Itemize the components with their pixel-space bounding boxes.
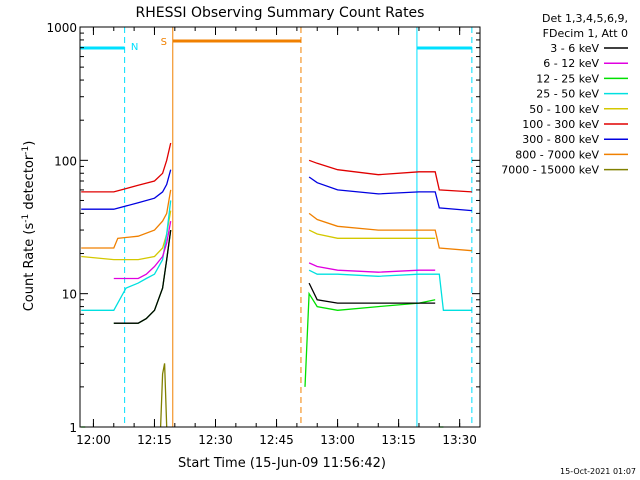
legend-entry-label: 6 - 12 keV (543, 57, 599, 70)
legend: Det 1,3,4,5,6,9, FDecim 1, Att 0 3 - 6 k… (501, 12, 628, 177)
series-line (81, 200, 172, 311)
legend-header-decimation: FDecim 1, Att 0 (543, 27, 628, 40)
x-tick-label: 12:45 (259, 433, 294, 447)
y-axis-label-sup1: -1 (21, 214, 31, 223)
series-line (113, 230, 172, 324)
series-line (81, 142, 172, 193)
series-line (308, 229, 436, 239)
series-line (308, 176, 472, 212)
series-100-300-kev (81, 142, 472, 193)
series-line (308, 269, 472, 311)
series-line (308, 212, 472, 252)
legend-entry-label: 7000 - 15000 keV (501, 164, 599, 177)
y-tick-label: 1 (69, 421, 77, 435)
flag-s-label: S (161, 37, 167, 48)
x-tick-label: 12:00 (76, 433, 111, 447)
series-300-800-kev (81, 169, 472, 212)
legend-header-detectors: Det 1,3,4,5,6,9, (542, 12, 628, 25)
y-axis-label-end: ) (22, 141, 37, 146)
series-25-50-kev (81, 200, 472, 311)
x-tick-label: 13:00 (320, 433, 355, 447)
series-800-7000-kev (81, 189, 472, 252)
series-line (308, 159, 472, 193)
series-3-6-kev (113, 230, 436, 324)
x-tick-label: 12:30 (198, 433, 233, 447)
y-axis-label-sup2: -1 (21, 146, 31, 155)
axis-ticks: 12:00 12:15 12:30 12:45 13:00 13:15 13:30 1 10 10… (46, 21, 481, 447)
x-tick-label: 12:15 (137, 433, 172, 447)
y-tick-label: 100 (54, 154, 77, 168)
flag-n-label: N (131, 42, 138, 53)
y-axis-label: Count Rate (s-1 detector-1) (21, 141, 37, 312)
legend-entry-label: 50 - 100 keV (529, 103, 599, 116)
series-line (308, 282, 436, 304)
series-line (113, 220, 172, 280)
legend-entry-label: 3 - 6 keV (550, 42, 599, 55)
series-line (308, 262, 436, 273)
series-6-12-kev (113, 220, 436, 280)
y-axis-label-main: Count Rate (s (22, 223, 37, 312)
chart-title: RHESSI Observing Summary Count Rates (136, 5, 425, 21)
legend-entry-label: 300 - 800 keV (522, 133, 599, 146)
y-tick-label: 1000 (46, 21, 77, 35)
x-axis-label: Start Time (15-Jun-09 11:56:42) (178, 456, 386, 471)
plot-frame (79, 26, 481, 428)
series-line (159, 363, 168, 428)
y-tick-label: 10 (62, 288, 77, 302)
series-line (81, 169, 172, 210)
legend-entry-label: 12 - 25 keV (536, 72, 599, 85)
series-7000-15000-kev (159, 363, 168, 428)
series-line (81, 189, 172, 249)
legend-entry-label: 800 - 7000 keV (515, 148, 599, 161)
footer-timestamp: 15-Oct-2021 01:07 (560, 467, 636, 476)
legend-entry-label: 25 - 50 keV (536, 88, 599, 101)
x-tick-label: 13:15 (381, 433, 416, 447)
legend-entry-label: 100 - 300 keV (522, 118, 599, 131)
x-tick-label: 13:30 (442, 433, 477, 447)
y-axis-label-mid: detector (22, 154, 37, 214)
